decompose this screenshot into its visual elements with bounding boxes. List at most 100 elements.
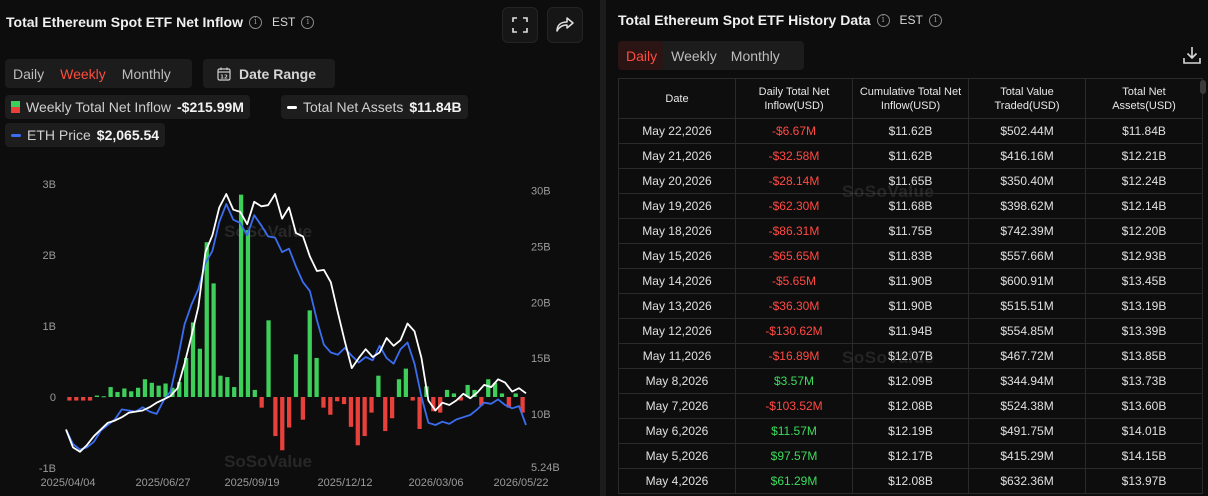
table-row[interactable]: May 11,2026 -$16.89M $12.07B $467.72M $13.85… [618, 343, 1203, 369]
table-row[interactable]: May 20,2026 -$28.14M $11.65B $350.40M $12.24… [618, 168, 1203, 194]
right-axis-tick-label: 25B [531, 241, 551, 253]
inflow-bar [513, 393, 518, 397]
cell-date: May 4,2026 [618, 468, 736, 494]
legend-inflow-value: -$215.99M [177, 99, 244, 115]
inflow-bar [259, 397, 264, 408]
inflow-bar [335, 397, 340, 402]
table-row[interactable]: May 13,2026 -$36.30M $11.90B $515.51M $13.19… [618, 293, 1203, 319]
table-scrollbar[interactable] [1200, 80, 1206, 94]
period-weekly[interactable]: Weekly [60, 65, 106, 82]
fullscreen-button[interactable] [502, 7, 538, 43]
history-info-icon[interactable]: i [876, 13, 890, 27]
chart-title-row: Total Ethereum Spot ETF Net Inflow i EST… [6, 14, 315, 30]
inflow-bar [170, 387, 175, 397]
cell-value-traded: $554.85M [968, 318, 1086, 344]
legend-inflow-label: Weekly Total Net Inflow [26, 99, 171, 115]
tab-daily[interactable]: Daily [618, 41, 664, 70]
table-row[interactable]: May 14,2026 -$5.65M $11.90B $600.91M $13.45B [618, 268, 1203, 294]
date-range-label: Date Range [239, 65, 317, 82]
left-axis-tick-label: 0 [50, 392, 56, 404]
cell-net-assets: $13.39B [1085, 318, 1203, 344]
period-daily[interactable]: Daily [13, 65, 45, 82]
cell-value-traded: $742.39M [968, 218, 1086, 244]
col-header-value-traded[interactable]: Total Value Traded(USD) [968, 78, 1086, 119]
tab-weekly[interactable]: Weekly [671, 47, 717, 64]
col-header-cumulative-inflow[interactable]: Cumulative Total Net Inflow(USD) [852, 78, 969, 119]
col-header-daily-inflow[interactable]: Daily Total Net Inflow(USD) [735, 78, 853, 119]
inflow-bar [287, 397, 292, 428]
cell-value-traded: $502.44M [968, 118, 1086, 144]
legend-weekly-inflow[interactable]: Weekly Total Net Inflow -$215.99M [5, 95, 250, 119]
inflow-bar [417, 397, 422, 429]
download-icon[interactable] [1182, 45, 1202, 65]
date-range-button[interactable]: 12 Date Range [203, 59, 335, 88]
legend-assets-value: $11.84B [409, 99, 462, 115]
total-net-assets-line [65, 193, 527, 453]
table-row[interactable]: May 6,2026 $11.57M $12.19B $491.75M $14.01B [618, 418, 1203, 444]
table-row[interactable]: May 18,2026 -$86.31M $11.75B $742.39M $12.20… [618, 218, 1203, 244]
legend-total-net-assets[interactable]: Total Net Assets $11.84B [281, 95, 468, 119]
x-axis-tick-label: 2026/05/22 [493, 477, 548, 489]
cell-cumulative-inflow: $11.90B [852, 293, 969, 319]
tab-monthly[interactable]: Monthly [730, 47, 780, 64]
cell-daily-inflow: -$32.58M [735, 143, 853, 169]
info-icon[interactable]: i [248, 15, 262, 29]
table-row[interactable]: May 15,2026 -$65.65M $11.83B $557.66M $12.93… [618, 243, 1203, 269]
inflow-swatch-icon [11, 101, 20, 113]
chart-title: Total Ethereum Spot ETF Net Inflow [6, 14, 243, 30]
period-monthly[interactable]: Monthly [121, 65, 171, 82]
legend-eth-price[interactable]: ETH Price $2,065.54 [5, 123, 166, 147]
share-button[interactable] [547, 7, 583, 43]
cell-daily-inflow: -$28.14M [735, 168, 853, 194]
left-axis-tick-label: -1B [39, 463, 56, 475]
svg-text:12: 12 [220, 74, 228, 80]
right-axis-tick-label: 30B [531, 186, 551, 198]
chart-watermark: SoSoValue [224, 452, 312, 471]
table-row[interactable]: May 8,2026 $3.57M $12.09B $344.94M $13.73B [618, 368, 1203, 394]
cell-daily-inflow: -$103.52M [735, 393, 853, 419]
cell-value-traded: $557.66M [968, 243, 1086, 269]
inflow-bar [396, 379, 402, 397]
cell-value-traded: $515.51M [968, 293, 1086, 319]
inflow-bar [163, 383, 168, 397]
cell-net-assets: $14.15B [1085, 443, 1203, 469]
table-row[interactable]: May 22,2026 -$6.67M $11.62B $502.44M $11.84B [618, 118, 1203, 144]
table-row[interactable]: May 4,2026 $61.29M $12.08B $632.36M $13.97B [618, 468, 1203, 494]
inflow-bar [67, 397, 72, 401]
inflow-bar [389, 397, 395, 419]
cell-cumulative-inflow: $11.83B [852, 243, 969, 269]
inflow-bar [108, 387, 113, 397]
share-icon [556, 17, 574, 32]
table-row[interactable]: May 21,2026 -$32.58M $11.62B $416.16M $12.21… [618, 143, 1203, 169]
inflow-bar [499, 393, 505, 397]
inflow-bar [479, 397, 484, 406]
x-axis-tick-label: 2025/06/27 [135, 477, 190, 489]
inflow-bar [129, 391, 134, 397]
table-row[interactable]: May 5,2026 $97.57M $12.17B $415.29M $14.15B [618, 443, 1203, 469]
col-header-date[interactable]: Date [618, 78, 736, 119]
cell-date: May 19,2026 [618, 193, 736, 219]
cell-date: May 15,2026 [618, 243, 736, 269]
table-row[interactable]: May 7,2026 -$103.52M $12.08B $524.38M $13.60… [618, 393, 1203, 419]
cell-cumulative-inflow: $11.90B [852, 268, 969, 294]
col-header-net-assets[interactable]: Total Net Assets(USD) [1085, 78, 1203, 119]
history-table: Date Daily Total Net Inflow(USD) Cumulat… [618, 78, 1203, 494]
table-row[interactable]: May 19,2026 -$62.30M $11.68B $398.62M $12.14… [618, 193, 1203, 219]
inflow-bar [410, 397, 415, 401]
cell-date: May 14,2026 [618, 268, 736, 294]
inflow-bar [266, 320, 271, 397]
table-row[interactable]: May 12,2026 -$130.62M $11.94B $554.85M $13.3… [618, 318, 1203, 344]
cell-cumulative-inflow: $12.17B [852, 443, 969, 469]
timezone-info-icon[interactable]: i [301, 15, 315, 29]
cell-daily-inflow: -$86.31M [735, 218, 853, 244]
history-timezone-info-icon[interactable]: i [928, 13, 942, 27]
cell-value-traded: $344.94M [968, 368, 1086, 394]
cell-cumulative-inflow: $12.07B [852, 343, 969, 369]
inflow-chart-panel: Total Ethereum Spot ETF Net Inflow i EST… [0, 0, 600, 496]
inflow-bar [355, 397, 360, 446]
cell-net-assets: $12.93B [1085, 243, 1203, 269]
inflow-bar [74, 397, 79, 401]
cell-cumulative-inflow: $12.08B [852, 468, 969, 494]
cell-date: May 8,2026 [618, 368, 736, 394]
cell-value-traded: $632.36M [968, 468, 1086, 494]
